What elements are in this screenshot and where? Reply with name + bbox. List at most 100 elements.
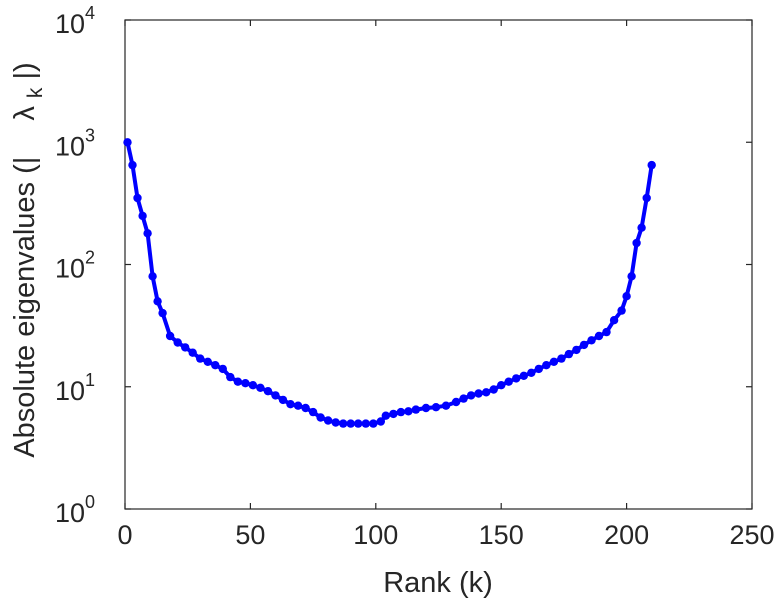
data-point <box>286 400 295 409</box>
data-point <box>451 397 461 407</box>
data-point <box>497 381 506 390</box>
y-tick-exponent: 2 <box>85 248 95 268</box>
data-point <box>627 272 636 281</box>
data-point <box>396 407 406 417</box>
data-point <box>411 405 421 414</box>
data-point <box>346 419 355 428</box>
y-axis-label: Absolute eigenvalues (| λ k |) <box>9 62 49 457</box>
data-point <box>173 338 182 347</box>
data-point <box>632 238 641 248</box>
data-point <box>431 403 441 412</box>
data-point <box>504 377 513 386</box>
data-point <box>647 160 656 170</box>
data-point <box>564 349 574 359</box>
y-tick-base: 10 <box>55 376 85 406</box>
y-axis-label-suffix: |) <box>9 62 41 79</box>
data-point <box>579 340 589 350</box>
data-point <box>376 417 385 426</box>
data-point <box>153 297 162 306</box>
data-point <box>489 385 498 394</box>
data-point <box>323 416 333 425</box>
data-point <box>482 388 491 397</box>
data-point <box>123 138 132 147</box>
x-axis: 0 50 100 150 200 250 <box>117 20 775 550</box>
data-point <box>316 413 325 422</box>
x-tick-label: 0 <box>117 520 132 550</box>
data-point <box>354 419 363 428</box>
data-point <box>148 272 157 281</box>
data-point <box>587 336 596 345</box>
data-point <box>381 411 390 420</box>
data-point <box>474 389 483 398</box>
data-point <box>218 364 227 374</box>
data-point <box>165 331 175 341</box>
y-axis-label-prefix: Absolute eigenvalues (| <box>9 157 41 458</box>
y-axis-label-lambda: λ <box>9 106 41 121</box>
data-point <box>441 401 451 410</box>
x-axis-label: Rank (k) <box>383 567 493 599</box>
data-point <box>248 381 258 390</box>
y-axis-label-subscript: k <box>24 87 47 98</box>
series-layer <box>123 138 656 428</box>
y-tick-label: 102 <box>55 248 95 284</box>
y-tick-exponent: 3 <box>85 125 95 145</box>
y-tick-exponent: 0 <box>85 492 95 512</box>
y-tick-exponent: 4 <box>85 3 95 23</box>
data-point <box>512 374 521 383</box>
data-point <box>203 357 212 366</box>
data-point <box>642 193 651 203</box>
data-point <box>301 403 310 413</box>
data-point <box>339 419 348 428</box>
x-tick-label: 50 <box>235 520 265 550</box>
data-point <box>188 348 197 357</box>
data-point <box>549 357 559 366</box>
data-point <box>609 316 619 325</box>
data-point <box>542 361 551 370</box>
data-point <box>594 331 604 341</box>
y-tick-label: 100 <box>55 492 95 528</box>
data-point <box>271 391 280 400</box>
data-point <box>527 368 536 377</box>
data-point <box>389 409 398 419</box>
x-tick-label: 250 <box>729 520 774 550</box>
x-tick-label: 150 <box>479 520 524 550</box>
y-tick-label: 101 <box>55 370 95 406</box>
data-point <box>133 193 142 203</box>
data-point <box>421 403 431 413</box>
y-tick-base: 10 <box>55 131 85 161</box>
data-point <box>369 419 378 428</box>
data-point <box>256 383 265 392</box>
x-tick-label: 100 <box>353 520 398 550</box>
data-point <box>404 407 413 416</box>
y-tick-base: 10 <box>55 9 85 39</box>
data-point <box>143 229 152 238</box>
data-point <box>331 418 340 427</box>
y-tick-exponent: 1 <box>85 370 95 390</box>
data-point <box>361 419 370 428</box>
data-point <box>278 395 288 405</box>
data-point <box>196 354 205 363</box>
data-point <box>557 354 566 363</box>
data-point <box>233 377 243 386</box>
y-tick-label: 104 <box>55 3 95 39</box>
data-point <box>158 308 167 318</box>
data-point <box>226 372 235 382</box>
data-point <box>128 160 137 170</box>
x-tick-label: 200 <box>604 520 649 550</box>
data-point <box>308 407 318 417</box>
data-point <box>622 292 631 301</box>
data-point <box>211 361 220 370</box>
y-tick-label: 103 <box>55 125 95 161</box>
data-point <box>637 223 646 232</box>
data-point <box>602 327 611 337</box>
y-tick-base: 10 <box>55 254 85 284</box>
y-tick-base: 10 <box>55 498 85 528</box>
data-point <box>466 391 476 400</box>
data-point <box>572 345 581 355</box>
data-point <box>138 211 147 221</box>
data-point <box>459 394 468 403</box>
data-point <box>519 371 528 380</box>
